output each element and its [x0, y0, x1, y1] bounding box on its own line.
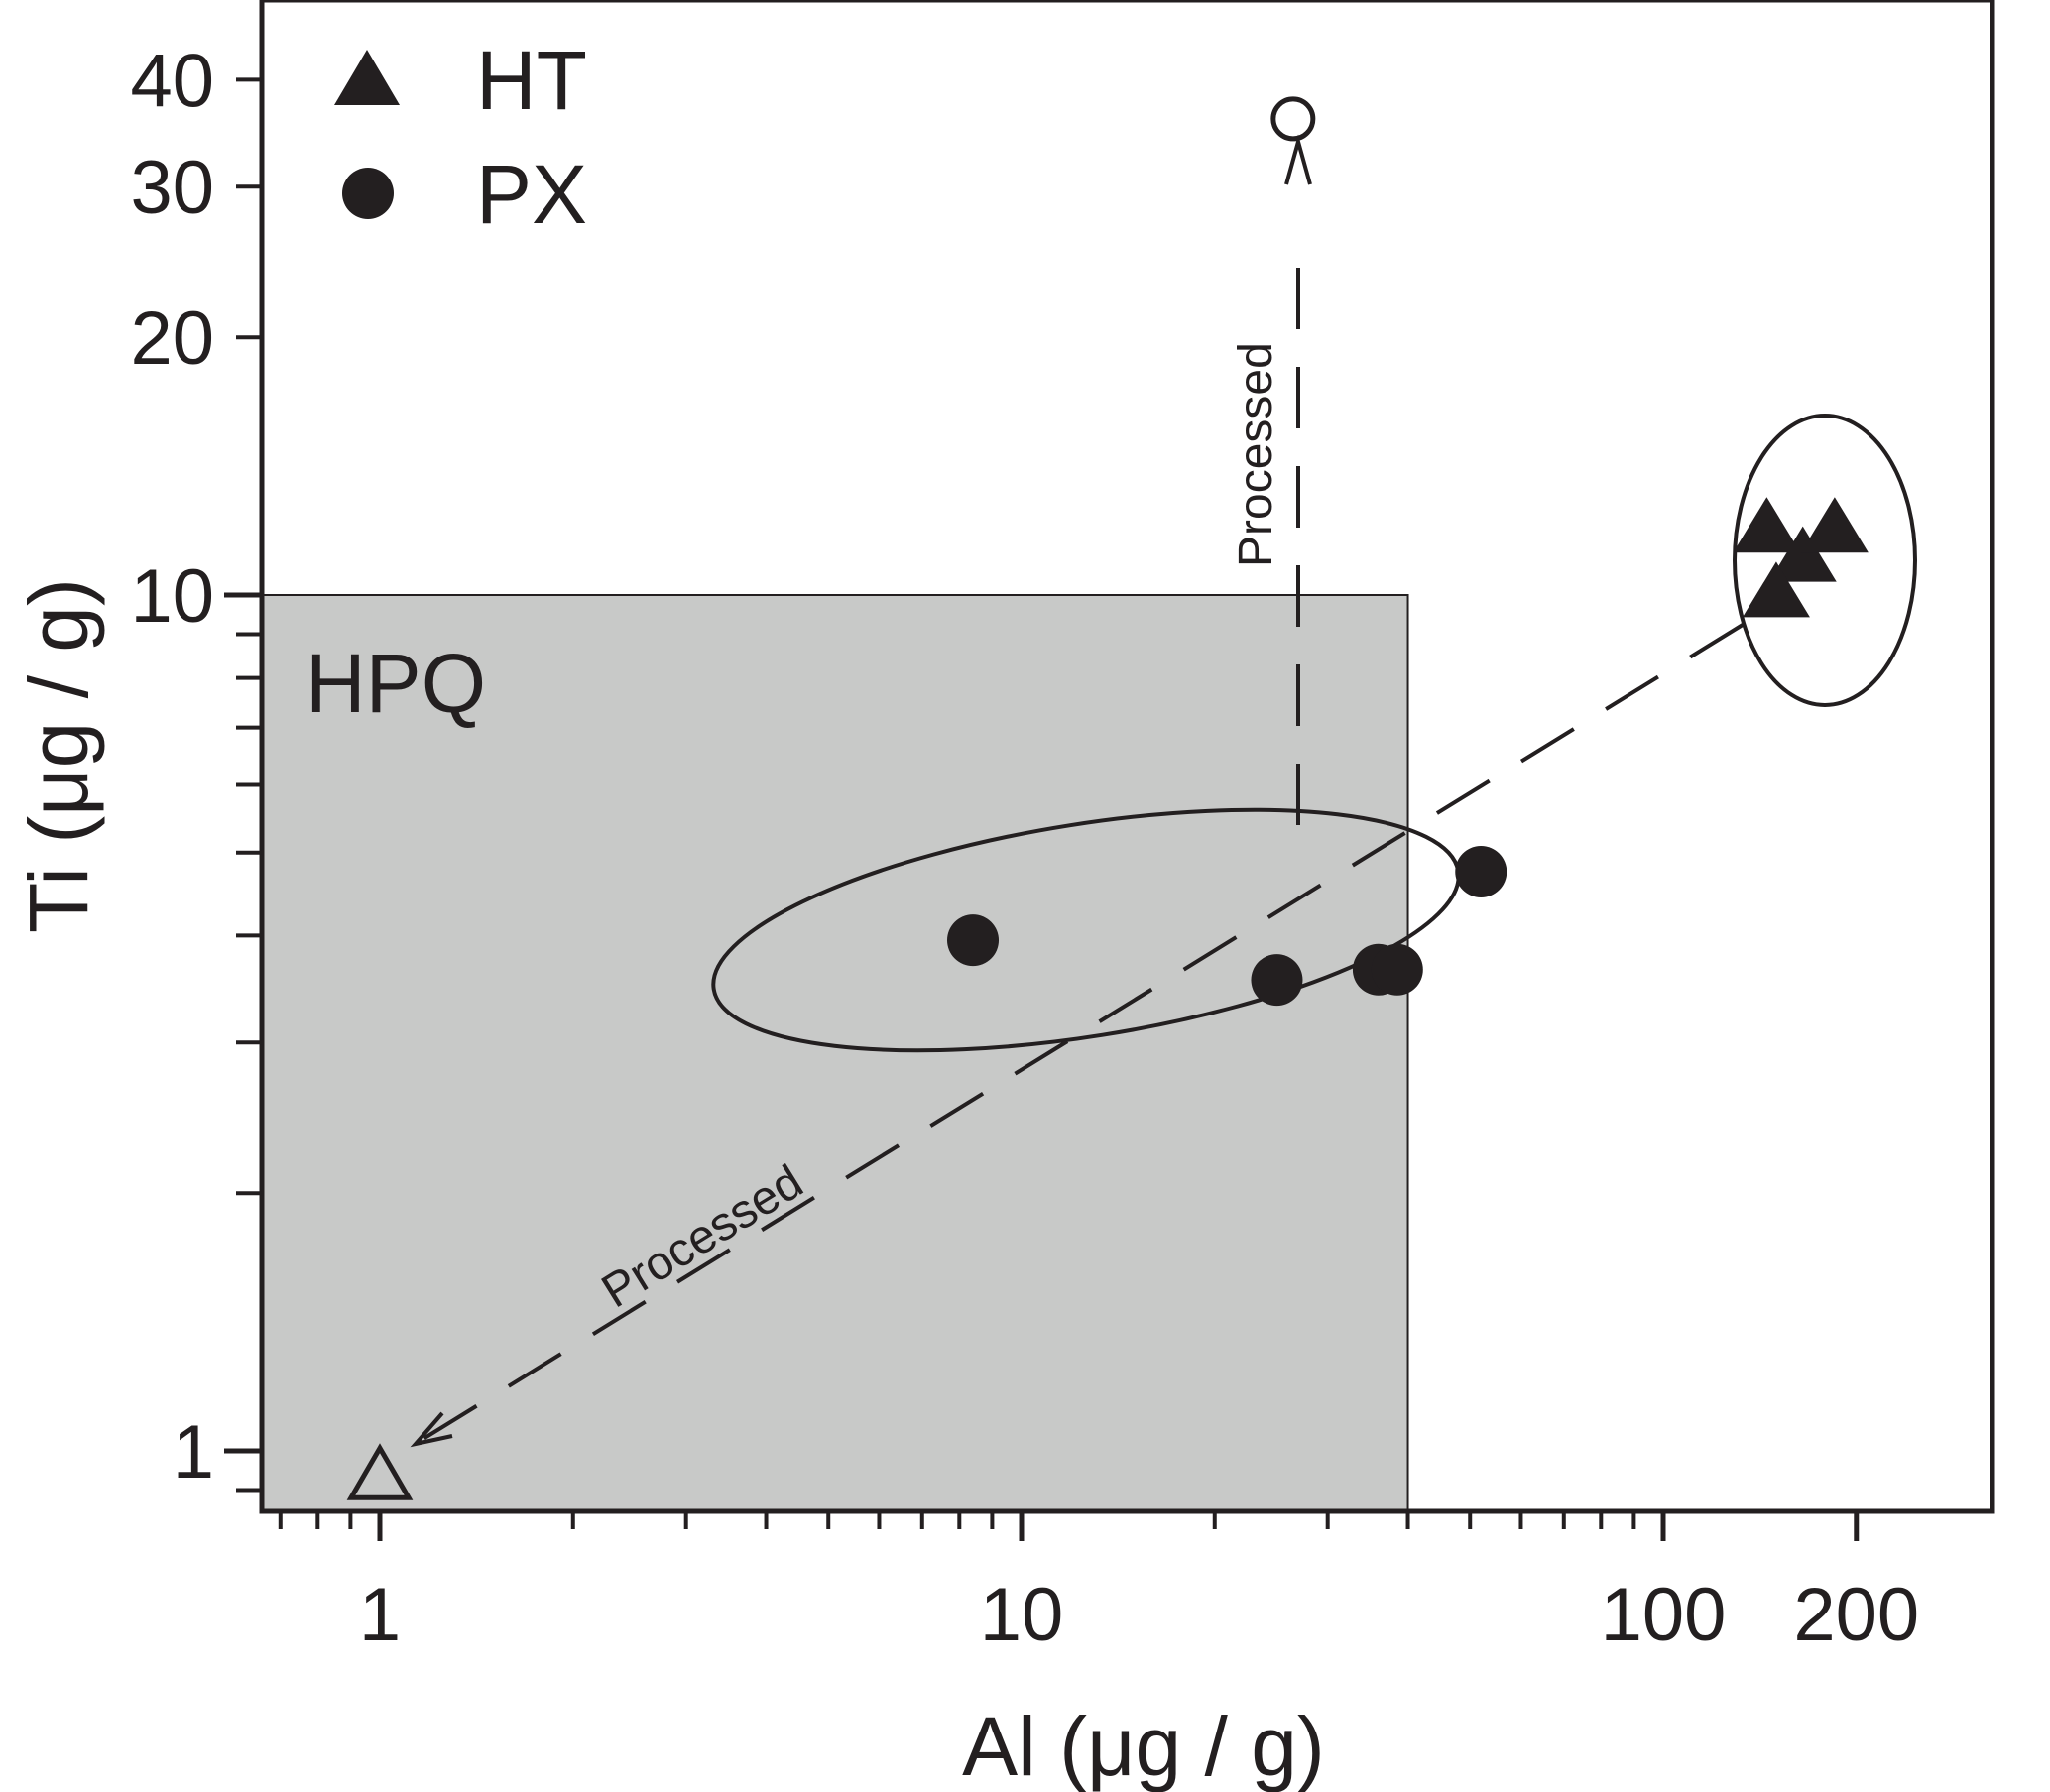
y-tick-label: 40	[130, 39, 214, 123]
processed-vertical-arrowhead	[1284, 134, 1312, 185]
processed-ht-point	[346, 1443, 414, 1500]
legend-circle-icon	[342, 168, 394, 219]
x-tick-label: 100	[1601, 1573, 1727, 1657]
px-point	[1251, 954, 1303, 1007]
ht-point	[1768, 526, 1837, 582]
y-tick-label: 30	[130, 146, 214, 230]
legend-label-px: PX	[476, 148, 587, 241]
x-tick-label: 10	[980, 1573, 1064, 1657]
processed-px-point	[1270, 96, 1316, 142]
x-axis-title: Al (μg / g)	[962, 1700, 1325, 1792]
px-point	[947, 914, 1000, 967]
ht-group-ellipse	[1733, 414, 1917, 707]
y-tick-label: 20	[130, 297, 214, 381]
px-point	[1455, 846, 1507, 898]
processed-diagonal-line	[420, 623, 1745, 1442]
hpq-region	[261, 594, 1409, 1512]
hpq-region-label: HPQ	[305, 637, 486, 730]
x-tick-label: 200	[1793, 1573, 1919, 1657]
ht-point	[1733, 497, 1801, 553]
y-tick-label: 10	[130, 554, 214, 639]
y-tick-label: 1	[173, 1410, 214, 1494]
legend-label-ht: HT	[476, 34, 587, 127]
x-axis-ticks: 1 10 100 200	[278, 1511, 1919, 1657]
ht-point	[1742, 561, 1810, 618]
processed-diagonal-arrowhead	[410, 1411, 453, 1448]
data-points	[346, 96, 1869, 1500]
x-tick-label: 1	[359, 1573, 401, 1657]
legend: HT PX	[334, 34, 587, 241]
px-point	[1371, 943, 1423, 996]
y-axis-title: Ti (μg / g)	[12, 578, 105, 933]
ht-point	[1800, 497, 1869, 553]
plot-frame	[259, 0, 1995, 1514]
processed-vertical-label: Processed	[1230, 342, 1282, 567]
y-axis-ticks: 1 10 20 30 40	[130, 39, 262, 1494]
legend-triangle-icon	[334, 50, 400, 105]
